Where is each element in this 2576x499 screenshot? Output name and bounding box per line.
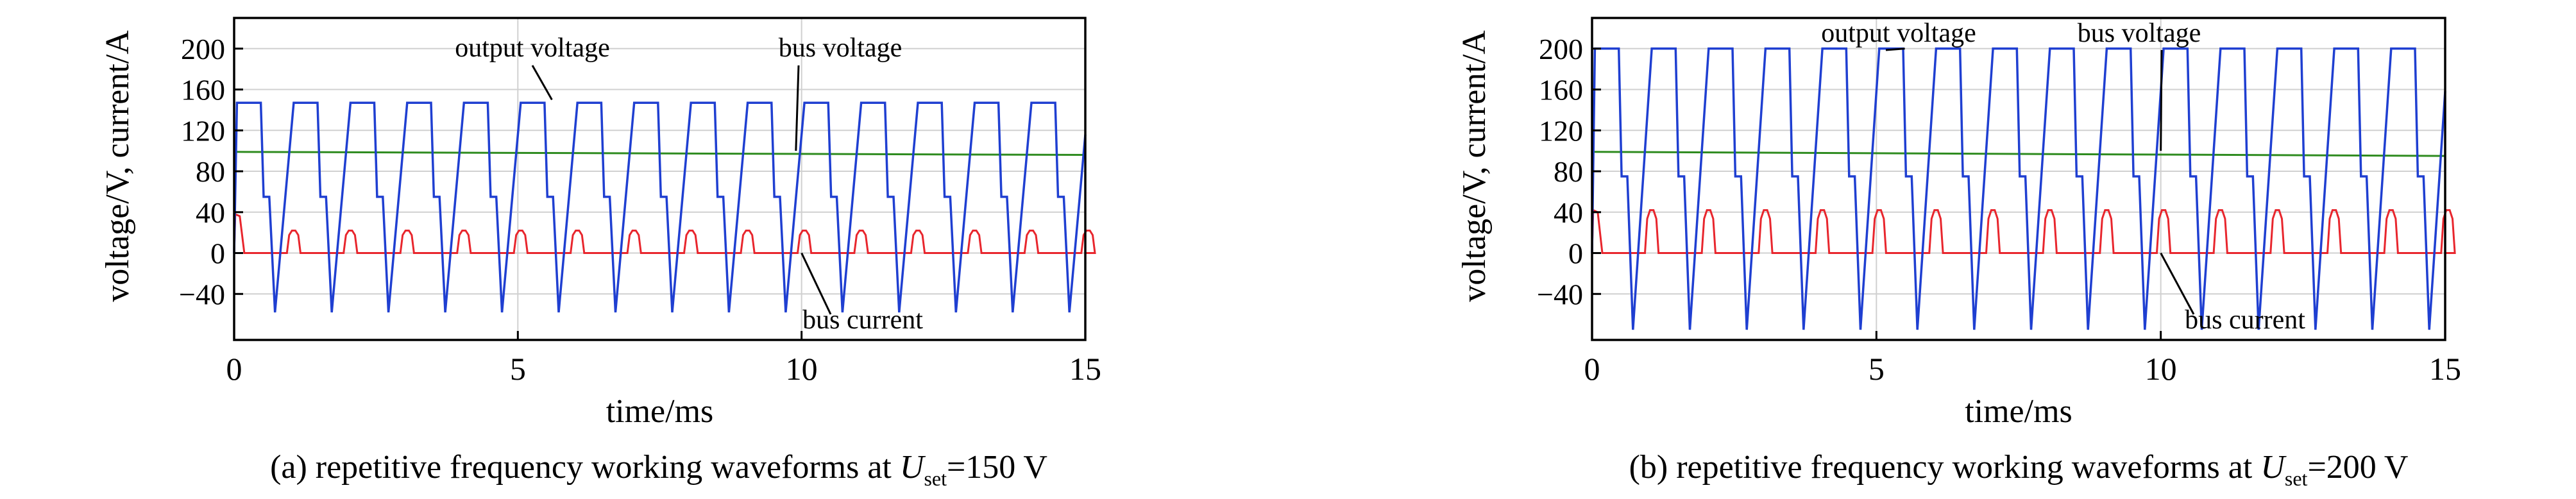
y-tick-label: 80 bbox=[196, 155, 225, 188]
series-bus-current bbox=[1591, 208, 2456, 254]
series-output-voltage bbox=[1591, 47, 2446, 330]
annotation-label: bus voltage bbox=[2078, 19, 2201, 48]
x-tick-label: 0 bbox=[1584, 351, 1600, 387]
y-tick-label: 120 bbox=[181, 114, 225, 147]
y-tick-label: 200 bbox=[181, 33, 225, 65]
y-axis-label: voltage/V, current/A bbox=[1456, 30, 1493, 302]
x-tick-label: 10 bbox=[786, 351, 818, 387]
x-tick-label: 0 bbox=[226, 351, 242, 387]
y-tick-label: 200 bbox=[1539, 33, 1583, 65]
panel-caption: (b) repetitive frequency working wavefor… bbox=[1629, 449, 2409, 490]
y-tick-label: 160 bbox=[181, 74, 225, 106]
annotation-leader bbox=[2160, 252, 2195, 315]
y-tick-label: 0 bbox=[210, 237, 225, 270]
x-tick-label: 15 bbox=[2429, 351, 2461, 387]
annotation-label: bus voltage bbox=[779, 33, 902, 63]
series-bus-current bbox=[233, 212, 1096, 254]
x-tick-label: 5 bbox=[1868, 351, 1885, 387]
panel-caption: (a) repetitive frequency working wavefor… bbox=[270, 449, 1047, 490]
y-tick-label: 0 bbox=[1568, 237, 1583, 270]
y-tick-label: 80 bbox=[1554, 155, 1583, 188]
annotation-leader bbox=[801, 252, 832, 315]
plot-frame bbox=[1591, 17, 2446, 341]
chart-panel-a: −40 0 40 80 120 160 200 0 5 10 15 time/ms voltage/V,… bbox=[99, 17, 1101, 490]
annotation-label: bus current bbox=[2185, 305, 2305, 335]
y-tick-label: 40 bbox=[1554, 196, 1583, 229]
annotation-label: output voltage bbox=[455, 33, 609, 63]
y-tick-label: −40 bbox=[179, 278, 225, 310]
y-tick-label: −40 bbox=[1537, 278, 1583, 310]
chart-panel-b: −40 0 40 80 120 160 200 0 5 10 15 time/ms voltage/V,… bbox=[1456, 17, 2461, 490]
annotation-leader bbox=[531, 65, 553, 101]
annotation-label: output voltage bbox=[1821, 19, 1976, 48]
series-output-voltage bbox=[233, 101, 1087, 313]
annotation-label: bus current bbox=[802, 305, 923, 335]
y-tick-label: 160 bbox=[1539, 74, 1583, 106]
x-axis-label: time/ms bbox=[606, 393, 714, 430]
x-axis-label: time/ms bbox=[1965, 393, 2072, 430]
y-tick-label: 40 bbox=[196, 196, 225, 229]
x-tick-label: 10 bbox=[2145, 351, 2177, 387]
annotation-leader bbox=[795, 65, 800, 151]
x-tick-label: 15 bbox=[1069, 351, 1101, 387]
y-axis-label: voltage/V, current/A bbox=[99, 30, 136, 302]
y-tick-label: 120 bbox=[1539, 114, 1583, 147]
plot-frame bbox=[233, 17, 1087, 341]
annotation-leader bbox=[2160, 49, 2163, 151]
annotation-leader bbox=[1885, 47, 1905, 51]
x-tick-label: 5 bbox=[510, 351, 526, 387]
